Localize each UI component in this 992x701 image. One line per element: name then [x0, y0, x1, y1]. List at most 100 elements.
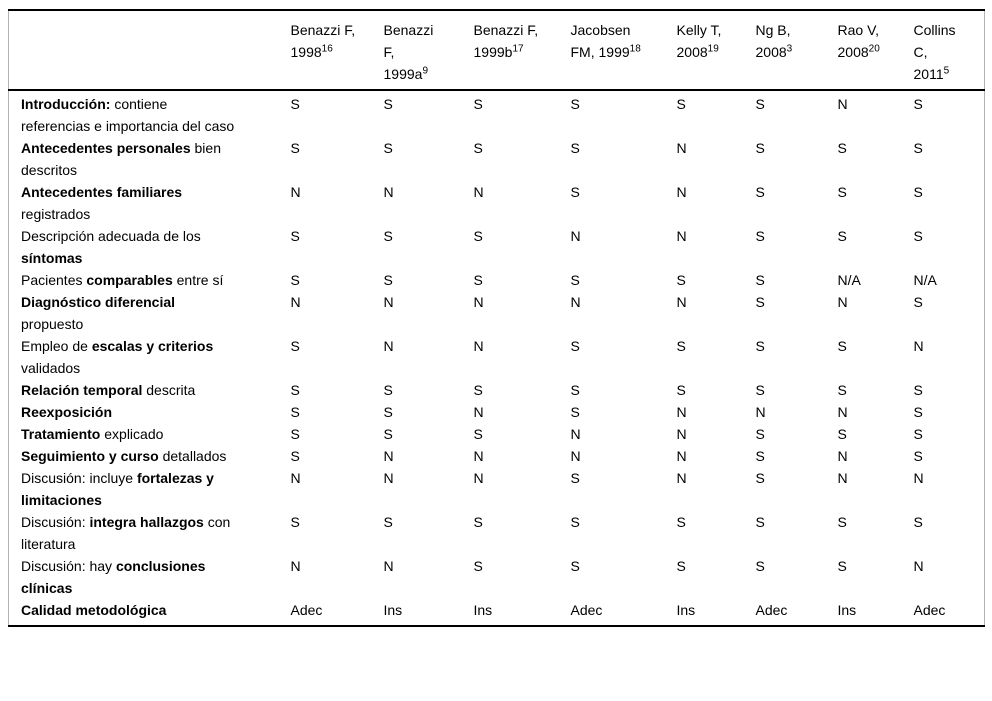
value-cell: N [473, 404, 484, 420]
value-cell: N [676, 470, 687, 486]
value-cell: N [837, 96, 848, 112]
value-cell: S [837, 558, 847, 574]
row-label: Discusión: hay conclusiones clínicas [9, 555, 279, 599]
value-cell: Adec [755, 602, 788, 618]
value-cell: N [676, 184, 687, 200]
value-cell: N [570, 448, 581, 464]
value-cell: S [755, 272, 765, 288]
value-cell: N [913, 558, 924, 574]
row-label-bold-segment: integra hallazgos [89, 514, 204, 530]
value-cell: S [473, 558, 483, 574]
value-cell: N [676, 448, 687, 464]
row-label: Empleo de escalas y criterios validados [9, 335, 279, 379]
value-cell: N [570, 294, 581, 310]
row-label-bold-segment: conclusiones clínicas [21, 558, 206, 596]
value-cell: N [837, 404, 848, 420]
value-cell: N [383, 470, 394, 486]
value-cell: S [755, 338, 765, 354]
value-cell: S [837, 228, 847, 244]
row-label-segment: Descripción adecuada de los [21, 228, 201, 244]
row-label: Tratamiento explicado [9, 423, 279, 445]
value-cell: S [913, 228, 923, 244]
value-cell: S [913, 426, 923, 442]
row-label-segment: descrita [142, 382, 196, 398]
column-header: Ng B, 20083 [743, 10, 826, 91]
study-name: Collins C, 2011 [913, 22, 956, 82]
value-cell: S [913, 184, 923, 200]
row-label-segment: Discusión: [21, 514, 90, 530]
table-row: Diagnóstico diferencial propuesto N N N N N S N… [9, 291, 985, 335]
value-cell: S [290, 514, 300, 530]
table-row: Discusión: hay conclusiones clínicas N N S S… [9, 555, 985, 599]
study-name: Benazzi F, 1999a [383, 22, 434, 82]
value-cell: S [473, 426, 483, 442]
value-cell: S [570, 338, 580, 354]
value-cell: N [913, 470, 924, 486]
reference-superscript: 3 [786, 43, 793, 55]
row-label-bold-segment: Introducción: [21, 96, 111, 112]
table-row: Discusión: integra hallazgos con literat… [9, 511, 985, 555]
value-cell: S [473, 382, 483, 398]
row-label-bold-segment: Diagnóstico diferencial [21, 294, 176, 310]
study-name: Kelly T, 2008 [676, 22, 722, 60]
value-cell: N/A [913, 272, 937, 288]
study-name: Rao V, 2008 [837, 22, 880, 60]
column-header: Collins C, 20115 [901, 10, 985, 91]
value-cell: Ins [473, 602, 493, 618]
value-cell: S [837, 184, 847, 200]
value-cell: S [383, 426, 393, 442]
value-cell: N [383, 448, 394, 464]
row-label-bold-segment: Seguimiento y curso [21, 448, 159, 464]
value-cell: S [290, 338, 300, 354]
value-cell: S [290, 228, 300, 244]
value-cell: S [755, 448, 765, 464]
value-cell: S [913, 140, 923, 156]
value-cell: S [473, 96, 483, 112]
row-label-segment: Empleo de [21, 338, 92, 354]
value-cell: S [290, 448, 300, 464]
value-cell: S [755, 382, 765, 398]
value-cell: S [383, 140, 393, 156]
value-cell: N [473, 294, 484, 310]
value-cell: S [837, 338, 847, 354]
value-cell: N [837, 448, 848, 464]
value-cell: S [755, 514, 765, 530]
table-row: Empleo de escalas y criterios validados S… [9, 335, 985, 379]
value-cell: S [383, 96, 393, 112]
value-cell: S [755, 184, 765, 200]
value-cell: N [676, 140, 687, 156]
row-label-bold-segment: Antecedentes familiares [21, 184, 183, 200]
row-label-bold-segment: síntomas [21, 250, 83, 266]
table-row: Seguimiento y curso detallados S N N N N S N S [9, 445, 985, 467]
table-body: Introducción: contiene referencias e imp… [9, 90, 985, 626]
value-cell: S [755, 140, 765, 156]
value-cell: S [383, 382, 393, 398]
reference-superscript: 18 [629, 43, 641, 55]
value-cell: S [290, 382, 300, 398]
value-cell: S [913, 448, 923, 464]
row-label: Descripción adecuada de los síntomas [9, 225, 279, 269]
value-cell: N [383, 294, 394, 310]
value-cell: S [755, 558, 765, 574]
row-label-segment: registrados [21, 206, 91, 222]
value-cell: S [290, 272, 300, 288]
value-cell: N [383, 558, 394, 574]
value-cell: S [676, 514, 686, 530]
reference-superscript: 16 [321, 43, 333, 55]
value-cell: S [913, 294, 923, 310]
page: Benazzi F, 199816 Benazzi F, 1999a9 Benazz… [8, 9, 985, 627]
value-cell: S [755, 470, 765, 486]
row-label-bold-segment: comparables [86, 272, 173, 288]
value-cell: N [473, 448, 484, 464]
value-cell: S [755, 426, 765, 442]
value-cell: S [837, 382, 847, 398]
quality-assessment-table: Benazzi F, 199816 Benazzi F, 1999a9 Benazz… [8, 9, 985, 627]
table-row: Relación temporal descrita S S S S S S S S [9, 379, 985, 401]
value-cell: S [913, 96, 923, 112]
row-label-segment: bien descritos [21, 140, 221, 178]
table-row: Calidad metodológica Adec Ins Ins Adec Ins Ade… [9, 599, 985, 626]
value-cell: N [473, 338, 484, 354]
table-row: Descripción adecuada de los síntomas S S S N… [9, 225, 985, 269]
corner-cell [8, 10, 279, 91]
row-label-segment: detallados [158, 448, 227, 464]
